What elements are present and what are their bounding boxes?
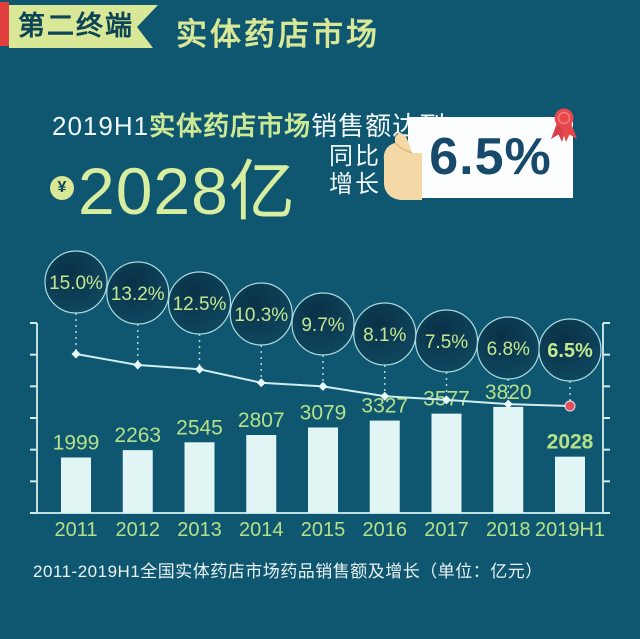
growth-bubble-label-2011: 15.0% xyxy=(49,273,103,294)
year-label-2012: 2012 xyxy=(116,519,161,541)
growth-bubble-2014 xyxy=(229,282,293,346)
bar-value-2014: 2807 xyxy=(238,409,285,432)
bar-2015 xyxy=(308,427,338,513)
growth-bubble-label-2013: 12.5% xyxy=(173,294,227,315)
year-label-2013: 2013 xyxy=(177,519,222,541)
bar-2016 xyxy=(369,420,400,513)
trend-point-2011 xyxy=(71,349,81,359)
hand-shape xyxy=(383,133,422,200)
sales-growth-chart: 1999 2011 2263 2012 2545 2013 2807 2014 3079 2015… xyxy=(30,250,610,541)
page-title: 实体药店市场 xyxy=(176,17,380,52)
growth-bubble-label-2016: 8.1% xyxy=(363,325,406,346)
growth-label-line1: 同比 xyxy=(329,143,381,170)
year-label-2011: 2011 xyxy=(54,519,97,541)
growth-bubble-label-2014: 10.3% xyxy=(234,305,288,326)
bar-2011 xyxy=(61,457,91,513)
bar-2014 xyxy=(246,435,277,513)
red-accent-strip xyxy=(0,2,9,46)
year-label-2016: 2016 xyxy=(363,519,408,541)
medal-ribbon-right xyxy=(561,123,577,142)
bar-value-2013: 2545 xyxy=(176,416,223,439)
headline-market: 实体药店市场 xyxy=(149,111,312,141)
growth-bubble-label-2018: 6.8% xyxy=(487,339,530,360)
year-label-2015: 2015 xyxy=(301,519,346,541)
trend-point-2016 xyxy=(380,391,390,401)
sales-amount: 2028亿 xyxy=(78,154,296,228)
year-label-2018: 2018 xyxy=(486,519,531,541)
growth-value-card: 6.5% xyxy=(408,117,573,198)
bar-2017 xyxy=(431,413,462,513)
section-badge: 第二终端 xyxy=(9,5,158,48)
bar-2013 xyxy=(184,442,215,513)
headline-prefix: 2019H1 xyxy=(52,111,150,141)
year-label-2017: 2017 xyxy=(424,519,469,541)
yuan-coin-icon: ¥ xyxy=(50,176,74,200)
growth-value: 6.5% xyxy=(429,128,552,186)
growth-bubble-2013 xyxy=(167,271,232,335)
chart-caption: 2011-2019H1全国实体药店市场药品销售额及增长（单位：亿元） xyxy=(33,562,543,581)
trend-point-2015 xyxy=(318,381,328,391)
yuan-symbol: ¥ xyxy=(57,179,67,196)
medal-circle xyxy=(554,108,574,128)
growth-bubble-2015 xyxy=(291,292,355,356)
thumb-crease xyxy=(394,142,413,154)
trend-point-2018 xyxy=(503,399,513,409)
growth-bubble-label-2017: 7.5% xyxy=(425,332,468,353)
growth-bubble-label-2012: 13.2% xyxy=(111,284,165,305)
trend-point-2014 xyxy=(256,378,266,388)
trend-point-2013 xyxy=(195,364,204,374)
bar-value-2019H1: 2028 xyxy=(547,431,594,454)
growth-label-line2: 增长 xyxy=(329,171,381,198)
badge-label: 第二终端 xyxy=(18,11,134,41)
growth-bubble-label-2015: 9.7% xyxy=(301,315,344,336)
trend-point-2017 xyxy=(442,395,451,405)
growth-bubble-2012 xyxy=(106,261,170,325)
bar-2019H1 xyxy=(555,456,585,513)
bar-value-2015: 3079 xyxy=(300,401,347,424)
red-rosette-medal-icon xyxy=(551,108,577,142)
trend-point-2012 xyxy=(133,360,143,370)
bar-2018 xyxy=(493,406,524,513)
hand-holding-card-icon xyxy=(383,133,422,200)
year-label-2019H1: 2019H1 xyxy=(535,519,605,541)
bar-value-2012: 2263 xyxy=(114,424,161,447)
growth-bubble-2019H1 xyxy=(538,318,602,382)
growth-bubble-2011 xyxy=(44,250,108,314)
growth-bubble-label-2019H1: 6.5% xyxy=(547,340,593,362)
medal-inner-ring xyxy=(557,111,571,125)
growth-label: 同比 增长 xyxy=(329,143,381,199)
bar-value-2011: 1999 xyxy=(53,431,100,454)
bar-value-2016: 3327 xyxy=(361,395,408,418)
year-label-2014: 2014 xyxy=(239,519,284,541)
trend-point-highlight-2019H1 xyxy=(564,400,576,412)
bar-2012 xyxy=(122,450,153,513)
